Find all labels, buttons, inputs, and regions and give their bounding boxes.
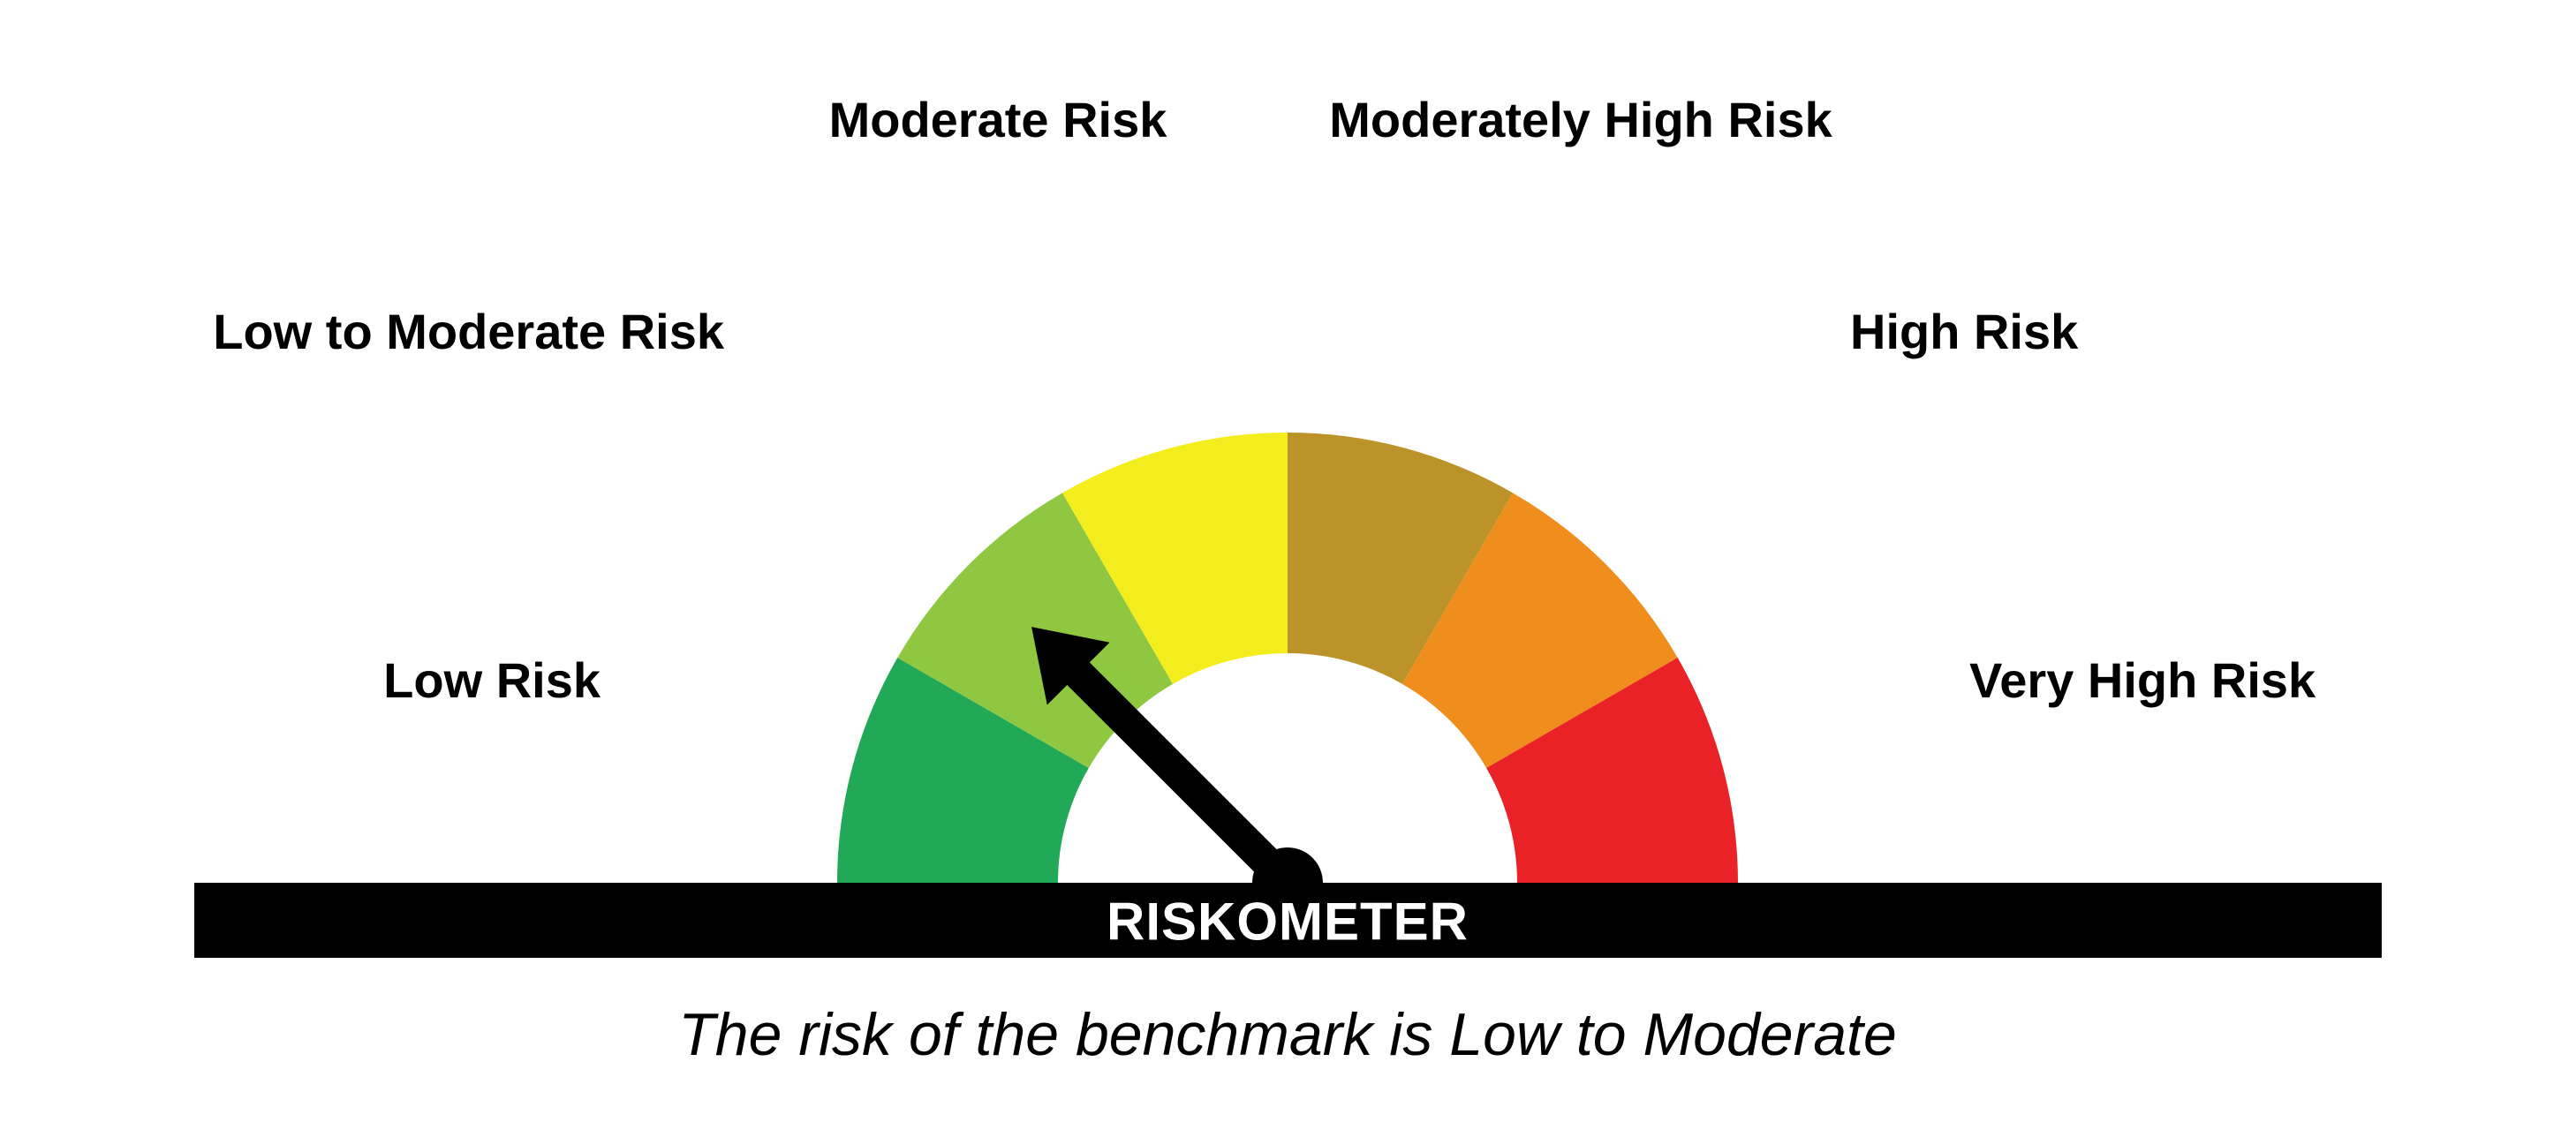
- gauge-label-2: Moderate Risk: [829, 92, 1168, 147]
- riskometer-gauge: Low Risk Low to Moderate Risk Moderate Ris…: [0, 0, 2576, 1137]
- gauge-label-5: Very High Risk: [1969, 652, 2316, 708]
- gauge-label-3: Moderately High Risk: [1329, 92, 1832, 147]
- gauge-label-4: High Risk: [1850, 304, 2079, 359]
- caption-text: The risk of the benchmark is Low to Mode…: [678, 1001, 1897, 1068]
- gauge-label-1: Low to Moderate Risk: [213, 304, 725, 359]
- gauge-label-0: Low Risk: [383, 652, 601, 708]
- riskometer-container: Low Risk Low to Moderate Risk Moderate Ris…: [0, 0, 2576, 1137]
- title-text: RISKOMETER: [1107, 892, 1469, 952]
